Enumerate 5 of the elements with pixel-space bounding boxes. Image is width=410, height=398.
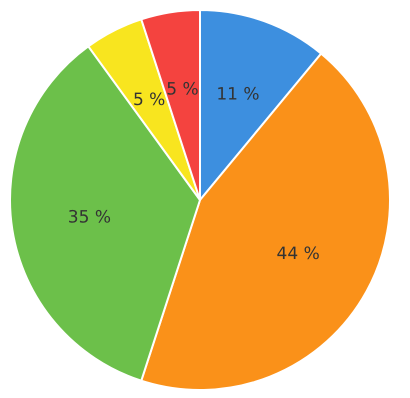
data-label: 44 % (276, 244, 320, 264)
data-label: 5 % (166, 79, 199, 100)
data-label: 11 % (216, 84, 260, 105)
data-label: 35 % (68, 208, 111, 228)
data-label: 5 % (132, 90, 166, 110)
